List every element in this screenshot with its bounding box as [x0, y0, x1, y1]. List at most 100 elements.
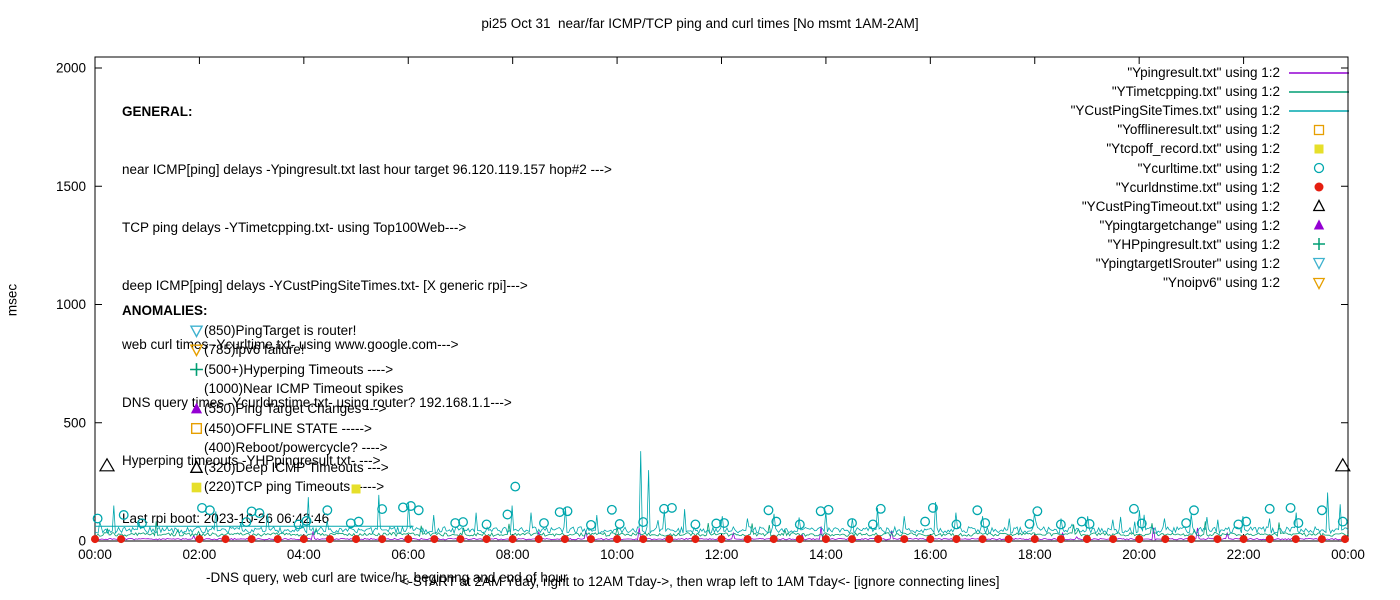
y-tick-label: 2000 — [56, 61, 86, 76]
anomaly-label: (785)ipv6 failure! — [204, 342, 305, 358]
square-open-icon — [188, 421, 204, 436]
legend-label: "Ycurltime.txt" using 1:2 — [1137, 160, 1280, 176]
curl-time-point — [666, 502, 677, 513]
curl-time-point — [719, 518, 730, 528]
curl-time-point — [1241, 516, 1252, 527]
anomaly-row: (785)ipv6 failure! — [188, 340, 403, 360]
line-sample-icon — [1288, 104, 1350, 118]
anomaly-label: (220)TCP ping Timeouts -----> — [204, 479, 385, 495]
dns-time-point — [1109, 535, 1118, 544]
legend-row: "Ycurldnstime.txt" using 1:2 — [1010, 178, 1350, 197]
plus-icon — [1288, 237, 1350, 251]
curl-time-point — [972, 505, 983, 516]
general-line: deep ICMP[ping] delays -YCustPingSiteTim… — [122, 278, 528, 294]
circle-filled-icon — [1288, 180, 1350, 194]
curl-time-point — [927, 502, 938, 513]
anomaly-row: (500+)Hyperping Timeouts ----> — [188, 360, 403, 380]
curl-time-point — [614, 519, 625, 529]
dns-time-point — [1082, 535, 1091, 544]
general-line: TCP ping delays -YTimetcpping.txt- using… — [122, 220, 467, 236]
legend-label: "Yofflineresult.txt" using 1:2 — [1117, 122, 1280, 138]
legend-row: "YHPpingresult.txt" using 1:2 — [1010, 235, 1350, 254]
curl-time-point — [1337, 516, 1348, 527]
dns-time-point — [613, 535, 622, 544]
x-tick-label: 14:00 — [809, 547, 843, 562]
curl-time-point — [1293, 518, 1304, 528]
dns-time-point — [1161, 535, 1170, 544]
dns-time-point — [769, 535, 778, 544]
curl-time-point — [823, 504, 834, 515]
anomalies-heading: ANOMALIES: — [122, 303, 208, 318]
general-line: -DNS query, web curl are twice/hr, begin… — [206, 569, 568, 585]
square-open-icon — [1288, 123, 1350, 137]
curl-time-point — [980, 518, 991, 528]
curl-time-point — [847, 518, 857, 528]
dns-time-point — [1056, 535, 1065, 544]
curl-time-point — [1181, 518, 1192, 528]
curl-time-point — [711, 518, 722, 529]
no-marker — [188, 382, 204, 397]
legend-label: "Ytcpoff_record.txt" using 1:2 — [1106, 141, 1280, 157]
y-axis-label: msec — [4, 283, 20, 317]
inverted-triangle-open-icon — [1288, 256, 1350, 271]
legend-row: "YpingtargetISrouter" using 1:2 — [1010, 254, 1350, 273]
legend-label: "Ypingtargetchange" using 1:2 — [1099, 217, 1280, 233]
curl-time-point — [1264, 503, 1275, 514]
anomaly-row: (450)OFFLINE STATE -----> — [188, 419, 403, 439]
no-marker — [188, 440, 204, 455]
curl-time-point — [763, 505, 774, 516]
triangle-filled-icon — [188, 401, 204, 416]
legend-label: "Ycurldnstime.txt" using 1:2 — [1115, 179, 1280, 195]
inverted-triangle-open-icon — [188, 342, 204, 358]
dns-time-point — [926, 535, 935, 544]
legend-label: "YHPpingresult.txt" using 1:2 — [1107, 236, 1280, 252]
general-line: Last rpi boot: 2023-10-26 06:42:46 — [122, 511, 330, 527]
curl-time-point — [1285, 502, 1296, 513]
general-heading: GENERAL: — [122, 103, 193, 119]
anomaly-row: (1000)Near ICMP Timeout spikes — [188, 379, 403, 399]
inverted-triangle-open-icon — [1288, 276, 1350, 290]
curl-time-point — [1136, 518, 1147, 529]
x-tick-label: 20:00 — [1122, 547, 1156, 562]
dns-time-point — [665, 535, 674, 544]
anomaly-row: (220)TCP ping Timeouts -----> — [188, 477, 403, 497]
deep-timeout-point — [1334, 457, 1351, 472]
legend-label: "YpingtargetISrouter" using 1:2 — [1095, 255, 1280, 271]
dns-time-point — [1317, 535, 1326, 544]
y-tick-label: 500 — [63, 415, 86, 430]
dns-time-point — [1291, 535, 1300, 544]
anomaly-label: (320)Deep ICMP Timeouts ---> — [204, 459, 389, 475]
curl-time-point — [951, 519, 962, 530]
x-tick-label: 22:00 — [1227, 547, 1261, 562]
legend-row: "Ytcpoff_record.txt" using 1:2 — [1010, 139, 1350, 158]
anomaly-label: (500+)Hyperping Timeouts ----> — [204, 361, 394, 377]
dns-time-point — [795, 535, 804, 544]
legend-label: "Ynoipv6" using 1:2 — [1163, 275, 1280, 291]
anomaly-label: (850)PingTarget is router! — [204, 322, 357, 338]
legend-row: "Yofflineresult.txt" using 1:2 — [1010, 120, 1350, 139]
dns-time-point — [1187, 535, 1196, 544]
dns-time-point — [639, 535, 648, 544]
legend-label: "YCustPingTimeout.txt" using 1:2 — [1081, 198, 1280, 214]
legend-label: "YTimetcpping.txt" using 1:2 — [1111, 84, 1280, 100]
dns-time-point — [91, 535, 99, 544]
legend-row: "Ypingtargetchange" using 1:2 — [1010, 216, 1350, 235]
legend: "Ypingresult.txt" using 1:2 "YTimetcppin… — [1010, 63, 1350, 292]
legend-label: "YCustPingSiteTimes.txt" using 1:2 — [1070, 103, 1280, 119]
curl-time-point — [1189, 505, 1199, 516]
dns-time-point — [978, 535, 987, 544]
square-filled-icon — [188, 480, 204, 495]
curl-time-point — [1128, 503, 1139, 514]
dns-time-point — [1030, 535, 1039, 544]
plus-icon — [188, 362, 204, 377]
y-tick-label: 1500 — [56, 179, 86, 194]
dns-time-point — [1239, 535, 1248, 544]
legend-row: "Ynoipv6" using 1:2 — [1010, 273, 1350, 292]
curl-time-point — [1316, 505, 1327, 516]
dns-time-point — [900, 535, 909, 544]
curl-time-point — [920, 516, 931, 527]
curl-time-point — [794, 519, 805, 530]
x-axis-label: <-START at 2AM Yday, right to 12AM Tday-… — [400, 574, 1000, 589]
curl-time-point — [771, 516, 782, 527]
